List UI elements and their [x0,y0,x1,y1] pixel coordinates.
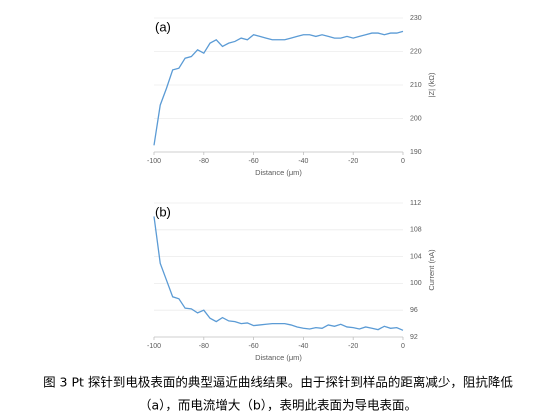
y-tick-label: 112 [410,200,421,207]
y-tick-label: 210 [410,82,422,89]
x-tick-label: 0 [401,343,405,350]
x-tick-label: 0 [401,158,405,165]
caption-line: （a），而电流增大（b），表明此表面为导电表面。 [139,398,417,413]
y-axis-label: Current (nA) [427,249,436,291]
y-axis-label: |Z| (kΩ) [427,72,436,97]
x-tick-label: -20 [348,158,358,165]
caption-line: 图 3 Pt 探针到电极表面的典型逼近曲线结果。由于探针到样品的距离减少，阻抗降… [43,375,513,390]
y-tick-label: 100 [410,280,422,287]
x-tick-label: -100 [147,158,161,165]
panel-label: (b) [155,204,171,219]
y-tick-label: 220 [410,48,422,55]
x-tick-label: -20 [348,343,358,350]
panel-label: (a) [155,19,171,34]
data-line [153,30,404,146]
y-tick-label: 200 [410,115,422,122]
x-tick-label: -100 [147,343,161,350]
data-line [153,216,404,331]
y-tick-label: 92 [410,334,418,341]
x-tick-label: -80 [199,343,209,350]
y-tick-label: 96 [410,307,418,314]
x-axis-label: Distance (μm) [255,168,302,177]
x-axis-label: Distance (μm) [255,353,302,362]
y-tick-label: 108 [410,227,422,234]
x-tick-label: -40 [298,158,308,165]
x-tick-label: -40 [298,343,308,350]
x-tick-label: -60 [249,343,259,350]
y-tick-label: 190 [410,149,422,156]
x-tick-label: -60 [249,158,259,165]
x-tick-label: -80 [199,158,209,165]
y-tick-label: 230 [410,15,422,22]
y-tick-label: 104 [410,253,422,260]
